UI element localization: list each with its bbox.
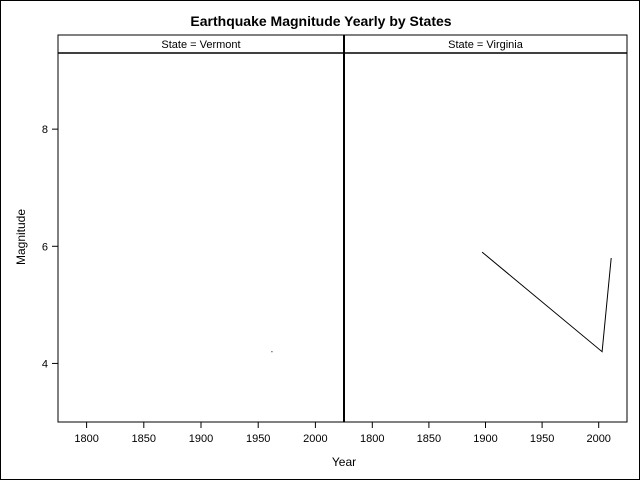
panel-header-label: State = Virginia bbox=[448, 39, 524, 51]
x-tick-label: 1800 bbox=[74, 433, 98, 445]
y-tick-label: 6 bbox=[42, 241, 48, 253]
x-tick-label: 1850 bbox=[132, 433, 156, 445]
y-tick-label: 4 bbox=[42, 358, 48, 370]
panel-frame bbox=[343, 34, 628, 423]
x-tick-label: 1950 bbox=[530, 433, 554, 445]
data-point bbox=[271, 351, 273, 353]
x-tick-label: 2000 bbox=[303, 433, 327, 445]
x-axis-label: Year bbox=[332, 455, 356, 469]
x-tick-label: 1800 bbox=[360, 433, 384, 445]
y-axis-label: Magnitude bbox=[14, 209, 28, 265]
panel-2: State = Virginia 1800 1850 1900 1950 2000 bbox=[343, 34, 628, 445]
x-tick-label: 1900 bbox=[473, 433, 497, 445]
x-tick-label: 1950 bbox=[246, 433, 270, 445]
panel-1: State = Vermont 1800 1850 1900 1950 2000 bbox=[57, 34, 345, 445]
panel-frame bbox=[57, 34, 345, 423]
y-tick-label: 8 bbox=[42, 124, 48, 136]
x-tick-label: 1850 bbox=[417, 433, 441, 445]
x-tick-label: 2000 bbox=[586, 433, 610, 445]
chart-title: Earthquake Magnitude Yearly by States bbox=[190, 13, 451, 29]
x-tick-label: 1900 bbox=[189, 433, 213, 445]
panel-header-label: State = Vermont bbox=[161, 39, 240, 51]
series-line bbox=[481, 251, 612, 353]
y-axis: 4 6 8 bbox=[42, 124, 58, 370]
